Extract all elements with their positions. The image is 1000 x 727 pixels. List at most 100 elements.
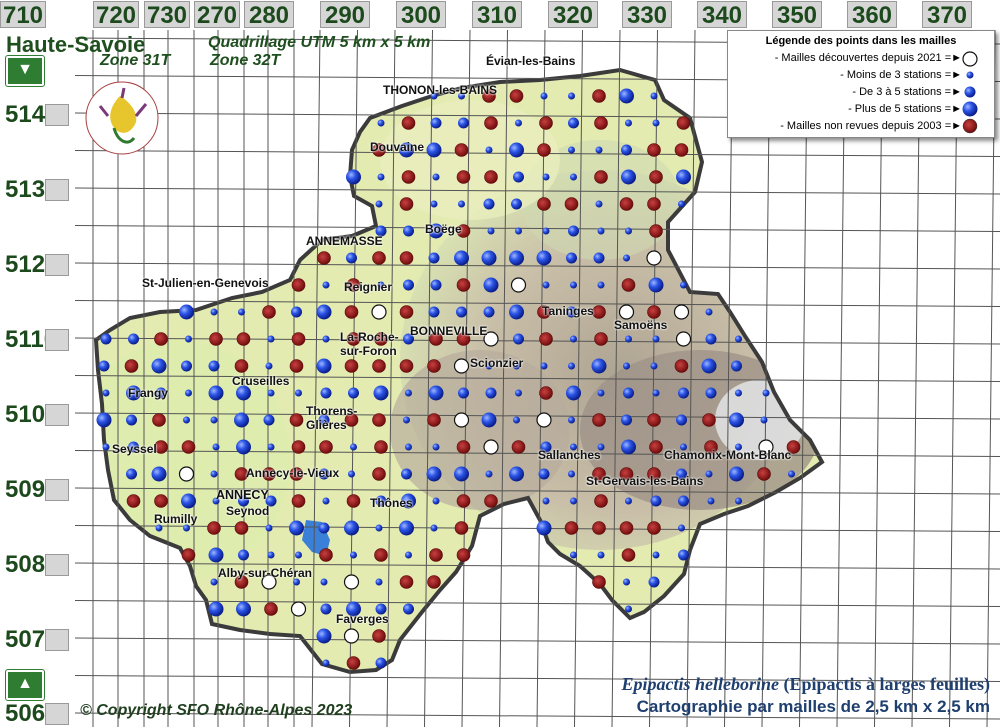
new-mesh-marker — [453, 412, 470, 428]
old-mesh-marker — [647, 197, 661, 211]
medium-station-marker — [348, 387, 359, 399]
large-station-marker — [208, 601, 224, 617]
old-mesh-marker — [456, 278, 471, 292]
medium-station-marker — [731, 360, 742, 372]
medium-station-marker — [291, 306, 302, 318]
large-station-marker — [621, 439, 636, 455]
town-annemasse: ANNEMASSE — [306, 234, 383, 248]
old-mesh-marker — [592, 413, 606, 427]
large-station-marker — [181, 493, 196, 509]
small-station-marker — [267, 389, 275, 397]
map-title: Haute-Savoie — [6, 32, 146, 57]
grid-line — [686, 29, 696, 727]
old-mesh-marker — [704, 440, 718, 454]
white-circle-icon — [962, 51, 978, 67]
red-dotted-circle-icon — [962, 118, 978, 134]
copyright: © Copyright SFO Rhône-Alpes 2023 — [80, 702, 353, 719]
old-mesh-marker — [564, 197, 579, 211]
small-station-marker — [762, 389, 770, 397]
large-station-marker — [151, 358, 167, 374]
small-station-marker — [212, 497, 220, 505]
scroll-down-button[interactable]: ▼ — [5, 55, 45, 87]
old-mesh-marker — [537, 143, 551, 157]
y-tick-5070: 5070 — [1, 627, 71, 653]
species-name: Epipactis helleborine (Epipactis à large… — [622, 674, 990, 695]
new-mesh-marker — [510, 277, 527, 293]
small-station-marker — [650, 92, 658, 100]
small-station-marker — [485, 470, 493, 478]
town-st-gervais: St-Gervais-les-Bains — [586, 474, 704, 488]
old-mesh-marker — [346, 656, 361, 670]
small-station-marker — [405, 443, 412, 451]
small-station-marker — [652, 389, 660, 397]
small-station-marker — [377, 119, 385, 127]
medium-station-marker — [621, 414, 632, 426]
large-station-marker — [729, 466, 744, 482]
old-mesh-marker — [399, 305, 414, 319]
small-station-marker — [238, 308, 245, 316]
old-mesh-marker — [702, 413, 716, 427]
medium-station-marker — [566, 306, 577, 318]
small-station-marker — [625, 227, 632, 235]
small-station-marker — [515, 389, 522, 397]
medium-station-marker — [375, 603, 387, 615]
small-station-marker — [735, 335, 742, 343]
old-mesh-marker — [374, 548, 388, 562]
legend-item-new: - Mailles découvertes depuis 2021 =► — [774, 52, 962, 64]
old-mesh-marker — [619, 467, 634, 481]
new-mesh-marker — [536, 412, 552, 428]
small-station-marker — [570, 335, 577, 343]
small-station-marker — [350, 551, 357, 559]
grid-line — [74, 562, 1000, 570]
old-mesh-marker — [674, 143, 689, 157]
old-mesh-marker — [344, 413, 359, 427]
medium-station-marker — [126, 468, 137, 480]
medium-station-marker — [513, 171, 524, 183]
x-tick-320: 320 — [548, 1, 598, 29]
small-station-marker — [597, 281, 605, 289]
large-station-marker — [236, 601, 251, 617]
grid-line — [799, 29, 808, 727]
y-tick-5090: 5090 — [1, 477, 71, 503]
large-station-marker — [509, 250, 524, 266]
legend-item-lt3: - Moins de 3 stations =► — [840, 69, 962, 81]
grid-line — [74, 412, 1000, 420]
scroll-up-button[interactable]: ▲ — [5, 669, 45, 701]
small-station-marker — [625, 497, 632, 505]
small-station-marker — [570, 281, 577, 289]
large-station-marker — [676, 169, 691, 185]
old-mesh-marker — [456, 440, 471, 454]
medium-station-marker — [100, 333, 112, 345]
town-evian: Évian-les-Bains — [486, 54, 576, 68]
large-station-marker — [289, 520, 304, 536]
town-boege: Boëge — [425, 222, 462, 236]
large-station-marker — [208, 547, 224, 563]
old-mesh-marker — [234, 521, 249, 535]
small-station-marker — [515, 227, 522, 235]
small-station-marker — [458, 200, 465, 208]
old-mesh-marker — [234, 359, 249, 373]
old-mesh-marker — [152, 413, 166, 427]
old-mesh-marker — [647, 521, 661, 535]
grid-line — [611, 29, 621, 727]
town-sallanches: Sallanches — [538, 448, 601, 462]
old-mesh-marker — [372, 251, 386, 265]
medium-station-marker — [318, 522, 330, 534]
small-station-marker — [568, 362, 575, 370]
large-station-marker — [619, 88, 634, 104]
medium-station-marker — [238, 495, 249, 507]
small-station-marker — [570, 497, 577, 505]
species-latin: Epipactis helleborine — [621, 674, 780, 694]
new-mesh-marker — [675, 331, 692, 347]
medium-station-marker — [318, 414, 330, 426]
town-cruseilles: Cruseilles — [232, 374, 290, 388]
small-station-marker — [458, 92, 465, 100]
sfo-logo — [85, 81, 159, 155]
new-mesh-marker — [673, 304, 690, 320]
medium-station-marker — [705, 333, 717, 345]
small-station-marker — [542, 281, 550, 289]
large-station-marker — [454, 466, 469, 482]
medium-station-marker — [430, 117, 442, 129]
medium-station-marker — [155, 387, 167, 399]
